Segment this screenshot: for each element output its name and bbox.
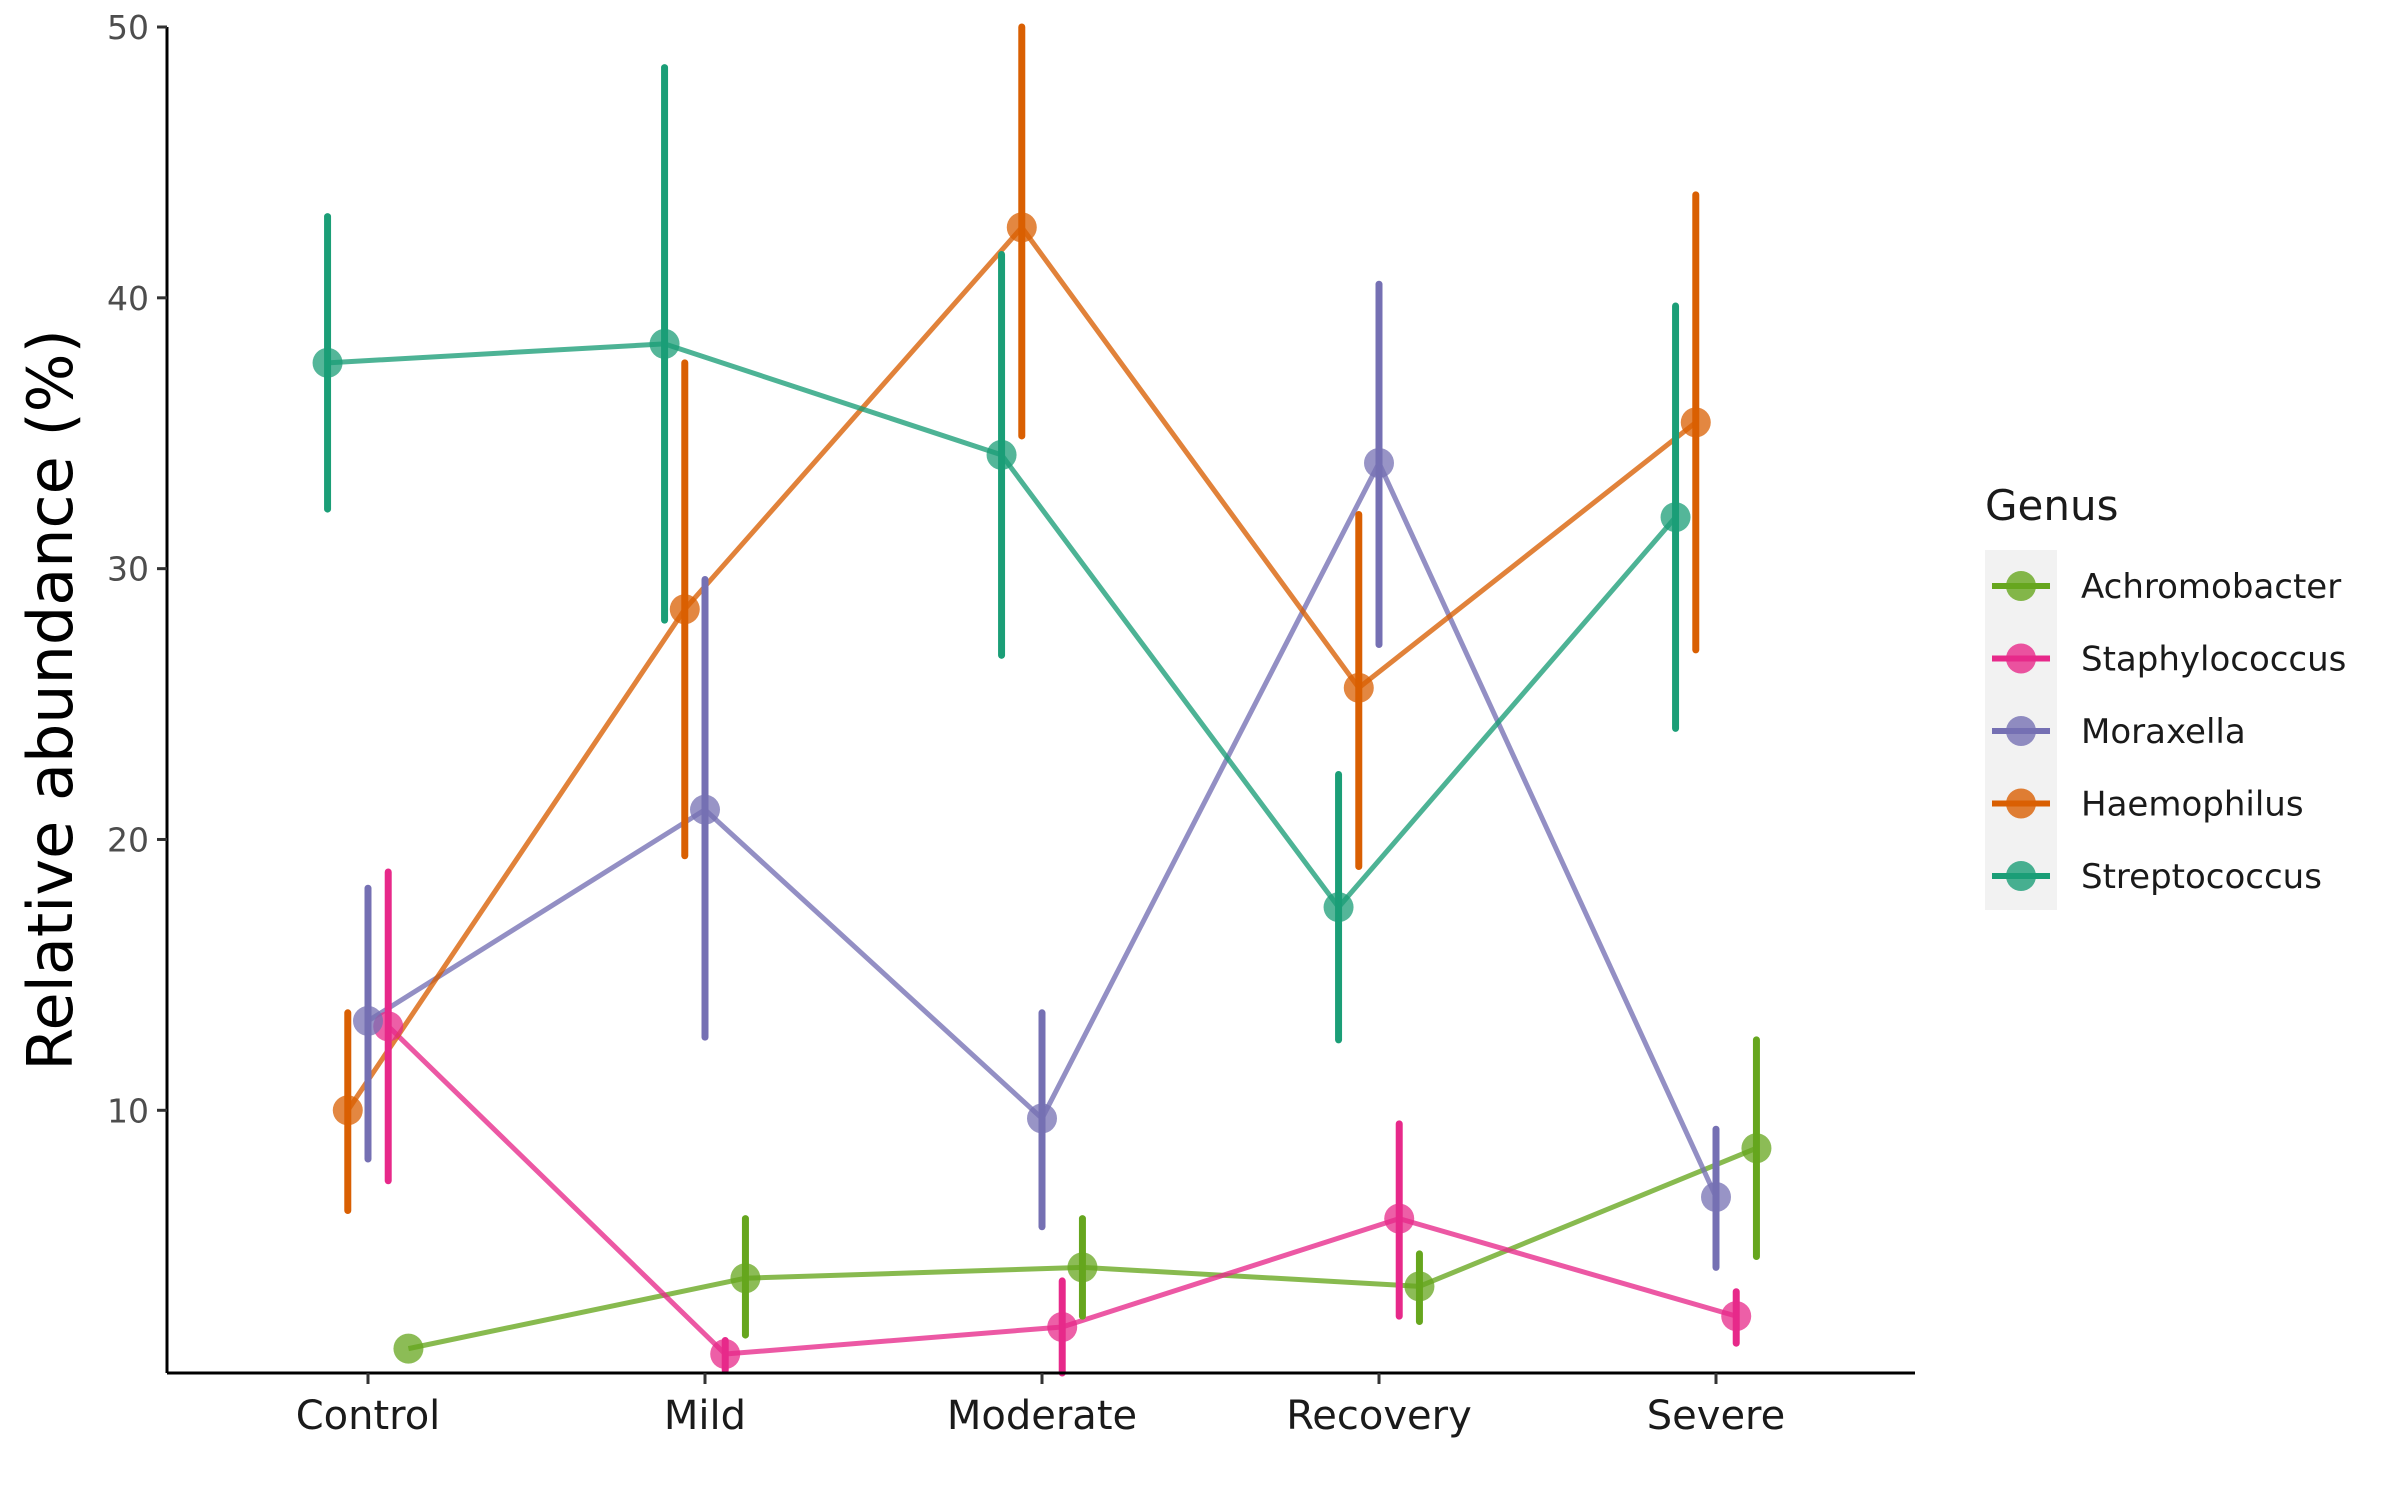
data-point xyxy=(986,439,1017,470)
legend-item: Streptococcus xyxy=(1992,857,2322,897)
legend-item: Achromobacter xyxy=(1992,567,2341,607)
x-tick-label: Control xyxy=(296,1393,441,1439)
data-point xyxy=(1660,502,1691,533)
data-point xyxy=(1323,892,1354,923)
data-point xyxy=(312,347,343,378)
data-point xyxy=(669,594,700,625)
error-bars xyxy=(324,23,1760,1377)
data-point xyxy=(353,1005,383,1036)
legend-key-point xyxy=(2006,788,2036,819)
data-point xyxy=(690,794,720,825)
x-tick-label: Moderate xyxy=(947,1393,1137,1439)
data-point xyxy=(649,328,680,359)
y-axis-title: Relative abundance (%) xyxy=(14,329,87,1071)
data-points xyxy=(312,212,1772,1370)
x-tick-label: Severe xyxy=(1647,1393,1785,1439)
x-tick-label: Recovery xyxy=(1286,1393,1471,1439)
legend-key-point xyxy=(2006,716,2036,746)
legend-label: Moraxella xyxy=(2081,712,2246,752)
y-tick-label: 50 xyxy=(107,8,149,47)
data-point xyxy=(1404,1271,1435,1302)
data-point xyxy=(1027,1103,1057,1134)
legend-label: Staphylococcus xyxy=(2081,640,2346,680)
data-point xyxy=(710,1339,741,1370)
y-tick-label: 10 xyxy=(107,1091,149,1130)
data-point xyxy=(1067,1252,1098,1283)
legend-items: Achromobacter Staphylococcus Moraxella Haem… xyxy=(1992,567,2346,897)
data-point xyxy=(1364,448,1394,479)
data-point xyxy=(1680,407,1711,438)
legend-item: Haemophilus xyxy=(1992,785,2304,825)
data-point xyxy=(1047,1311,1078,1342)
data-point xyxy=(332,1095,363,1126)
legend-key-point xyxy=(2006,571,2036,601)
y-ticks: 10 20 30 40 50 xyxy=(107,8,167,1130)
x-ticks: Control Mild Moderate Recovery Severe xyxy=(296,1373,1785,1439)
data-point xyxy=(1384,1203,1415,1234)
legend-label: Achromobacter xyxy=(2081,567,2341,607)
x-tick-label: Mild xyxy=(664,1393,746,1439)
y-tick-label: 20 xyxy=(107,820,149,859)
legend: Genus Achromobacter Staphylococcus Moraxel… xyxy=(1985,481,2346,910)
data-point xyxy=(393,1333,424,1364)
data-point xyxy=(730,1263,761,1294)
legend-title: Genus xyxy=(1985,481,2119,530)
y-tick-label: 40 xyxy=(107,279,149,318)
legend-key-point xyxy=(2006,861,2036,891)
data-point xyxy=(1721,1301,1752,1332)
legend-item: Moraxella xyxy=(1992,712,2246,752)
data-point xyxy=(1741,1133,1772,1164)
data-point xyxy=(1006,212,1037,243)
legend-item: Staphylococcus xyxy=(1992,640,2346,680)
legend-label: Streptococcus xyxy=(2081,857,2322,897)
legend-key-point xyxy=(2006,643,2036,674)
y-tick-label: 30 xyxy=(107,550,149,589)
data-point xyxy=(1701,1181,1731,1212)
data-point xyxy=(1343,672,1374,703)
axes: 10 20 30 40 50 Control Mild Moderate Recovery Se… xyxy=(14,8,1915,1439)
legend-label: Haemophilus xyxy=(2081,785,2304,825)
